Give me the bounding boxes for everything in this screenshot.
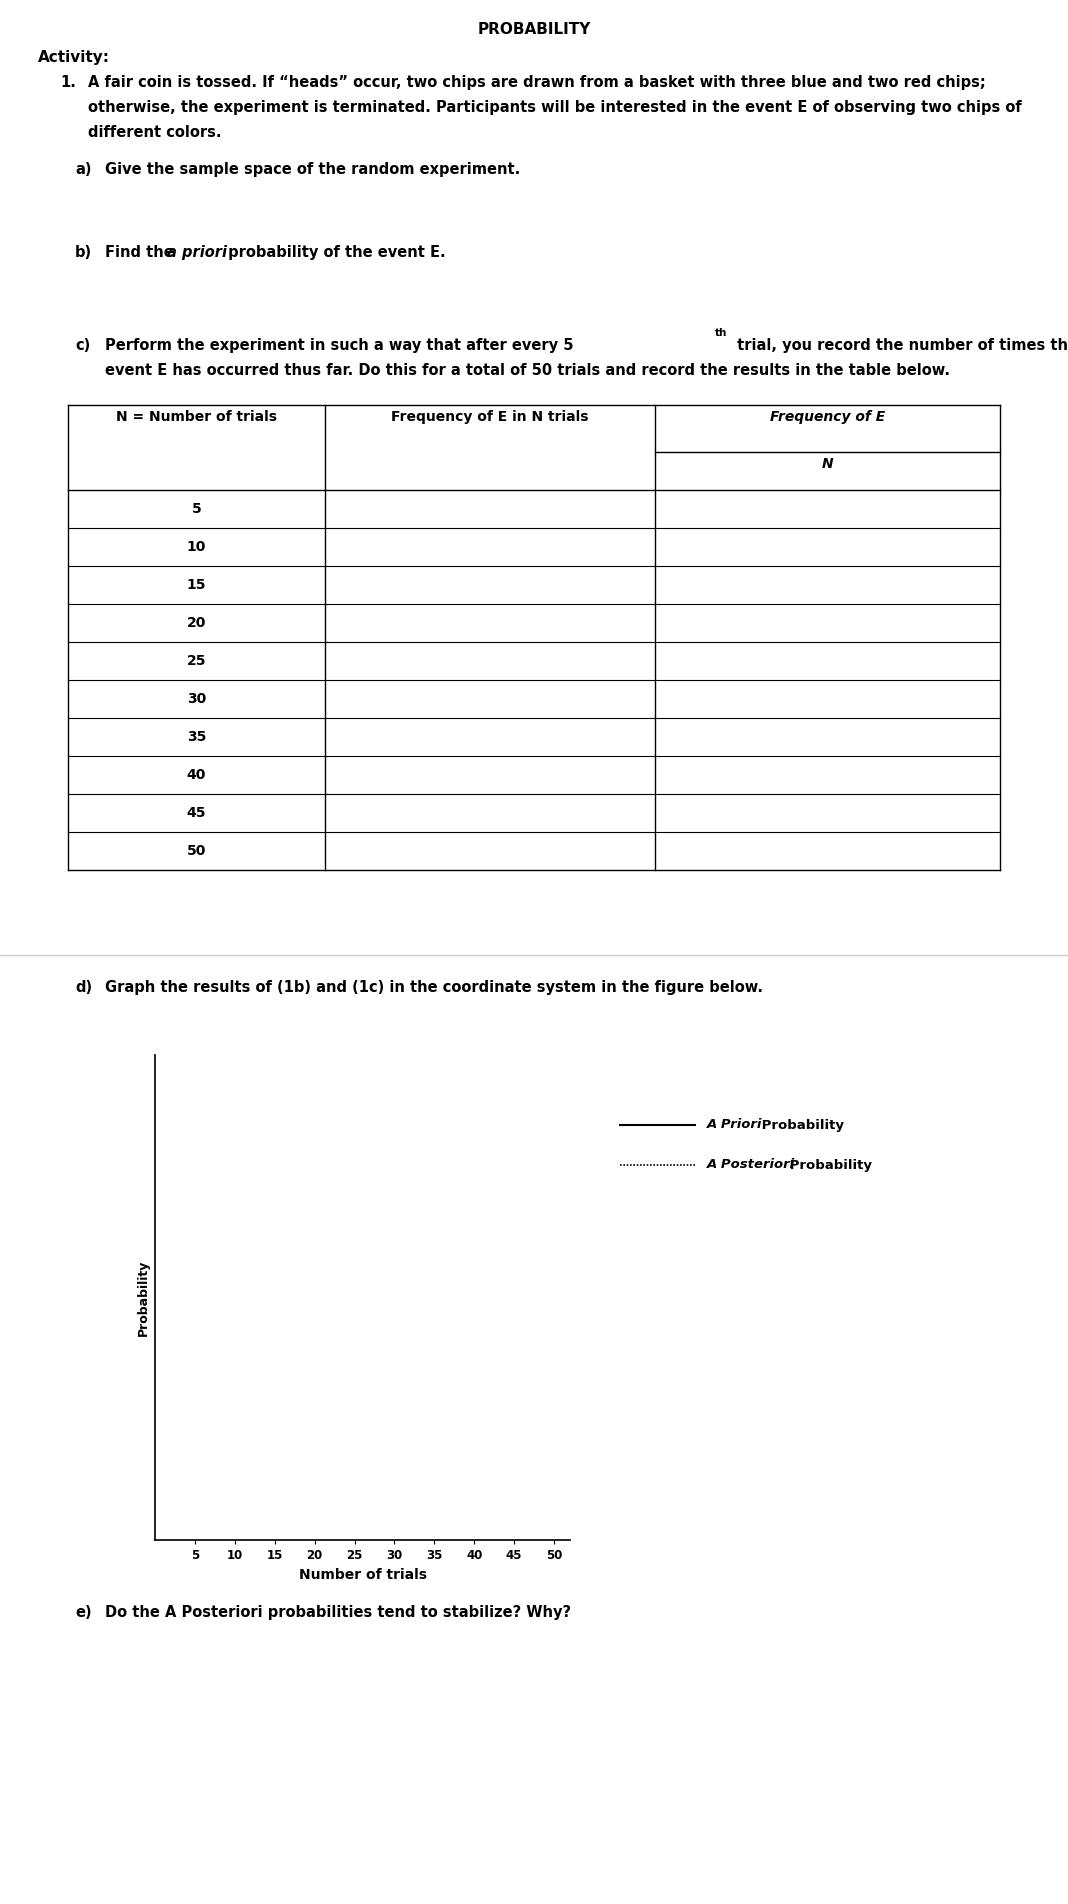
Text: c): c) [75,339,91,352]
Text: 10: 10 [187,541,206,554]
Text: N = Number of trials: N = Number of trials [116,409,277,425]
Text: 25: 25 [187,653,206,668]
Text: b): b) [75,246,92,261]
Text: e): e) [75,1605,92,1620]
Text: Graph the results of (1b) and (1c) in the coordinate system in the figure below.: Graph the results of (1b) and (1c) in th… [105,981,763,996]
Text: Perform the experiment in such a way that after every 5: Perform the experiment in such a way tha… [105,339,574,352]
Text: A fair coin is tossed. If “heads” occur, two chips are drawn from a basket with : A fair coin is tossed. If “heads” occur,… [88,74,986,89]
Text: PROBABILITY: PROBABILITY [477,23,591,36]
Text: Frequency of E in N trials: Frequency of E in N trials [391,409,588,425]
Text: Find the: Find the [105,246,178,261]
Text: trial, you record the number of times that the: trial, you record the number of times th… [732,339,1068,352]
Text: 30: 30 [187,691,206,706]
Text: Activity:: Activity: [38,50,110,65]
Text: different colors.: different colors. [88,126,221,141]
Text: 45: 45 [187,805,206,821]
Text: probability of the event E.: probability of the event E. [223,246,445,261]
Text: 40: 40 [187,767,206,783]
Text: A Priori: A Priori [707,1118,763,1131]
Y-axis label: Probability: Probability [137,1259,150,1337]
Text: otherwise, the experiment is terminated. Participants will be interested in the : otherwise, the experiment is terminated.… [88,101,1022,114]
Text: event E has occurred thus far. Do this for a total of 50 trials and record the r: event E has occurred thus far. Do this f… [105,364,951,379]
Text: d): d) [75,981,92,996]
Text: Probability: Probability [785,1158,871,1171]
Text: a priori: a priori [167,246,227,261]
Text: 20: 20 [187,617,206,630]
Text: 1.: 1. [60,74,76,89]
Text: 35: 35 [187,729,206,744]
Text: a): a) [75,162,92,177]
Text: Frequency of E: Frequency of E [770,409,885,425]
Text: th: th [714,327,727,339]
Text: 15: 15 [187,579,206,592]
Text: Probability: Probability [757,1118,844,1131]
Text: A Posteriori: A Posteriori [707,1158,795,1171]
Text: N: N [821,457,833,470]
Text: Do the A Posteriori probabilities tend to stabilize? Why?: Do the A Posteriori probabilities tend t… [105,1605,571,1620]
Text: 5: 5 [191,503,202,516]
Text: Give the sample space of the random experiment.: Give the sample space of the random expe… [105,162,520,177]
X-axis label: Number of trials: Number of trials [298,1567,426,1582]
Text: 50: 50 [187,843,206,859]
